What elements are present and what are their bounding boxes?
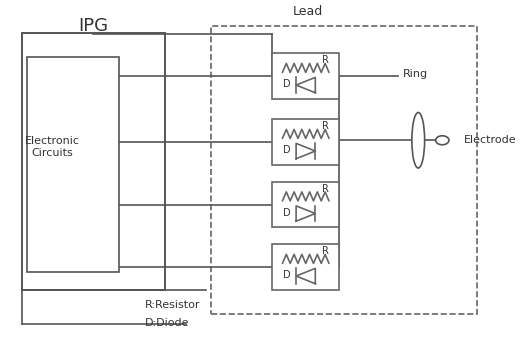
Text: R: R: [322, 184, 329, 194]
Circle shape: [436, 136, 449, 145]
Text: R:Resistor
D:Diode: R:Resistor D:Diode: [145, 300, 200, 328]
Bar: [27, 57, 119, 272]
Ellipse shape: [412, 112, 425, 168]
Text: IPG: IPG: [79, 17, 108, 35]
Bar: [272, 244, 339, 289]
Text: Lead: Lead: [293, 5, 323, 18]
Text: D: D: [284, 79, 291, 89]
Bar: [272, 54, 339, 99]
Bar: [211, 26, 477, 314]
Bar: [272, 119, 339, 164]
Text: Electrode: Electrode: [464, 135, 517, 145]
Text: D: D: [284, 145, 291, 155]
Bar: [272, 182, 339, 227]
Text: Ring: Ring: [403, 69, 428, 79]
Text: R: R: [322, 246, 329, 256]
Text: R: R: [322, 121, 329, 131]
Text: D: D: [284, 270, 291, 280]
Bar: [22, 33, 165, 289]
Text: D: D: [284, 208, 291, 218]
Text: Electronic
Circuits: Electronic Circuits: [25, 136, 80, 158]
Text: R: R: [322, 55, 329, 65]
